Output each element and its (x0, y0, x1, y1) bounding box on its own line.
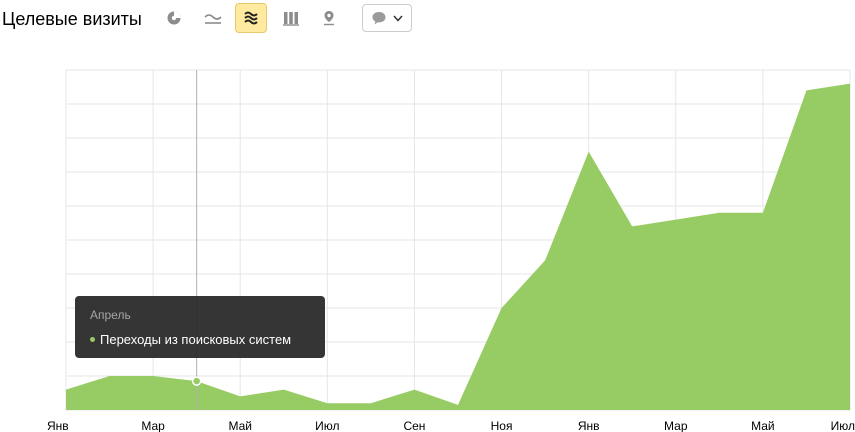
map-toggle[interactable] (313, 3, 345, 33)
tooltip-title: Апрель (90, 308, 131, 322)
tooltip-series-row: Переходы из поисковых систем (90, 332, 310, 348)
series-color-dot (90, 337, 95, 343)
x-tick-label: Мар (141, 419, 165, 432)
area-chart-icon (244, 11, 258, 25)
x-tick-label: Ноя (491, 419, 513, 432)
bar-chart-toggle[interactable] (275, 3, 307, 33)
line-chart-icon (204, 14, 222, 24)
chevron-down-icon (393, 15, 403, 22)
area-chart-toggle[interactable] (235, 3, 267, 33)
pie-chart-icon (167, 11, 181, 25)
comment-icon (372, 12, 386, 25)
header: Целевые визиты (0, 0, 855, 40)
page-title: Целевые визиты (2, 9, 142, 29)
line-chart-toggle[interactable] (197, 3, 229, 33)
x-tick-label: Мар (664, 419, 688, 432)
highlighted-point[interactable] (191, 376, 202, 386)
chart-tooltip: Апрель Переходы из поисковых систем (75, 296, 325, 358)
pie-chart-toggle[interactable] (158, 3, 190, 33)
x-tick-label: Май (228, 419, 252, 432)
x-tick-label: Янв (47, 419, 69, 432)
series-area (66, 83, 850, 410)
x-tick-label: Июл (315, 419, 339, 432)
annotations-dropdown[interactable] (362, 4, 412, 32)
tooltip-series-label: Переходы из поисковых систем (100, 332, 292, 347)
map-pin-icon (324, 11, 334, 26)
x-tick-label: Май (751, 419, 775, 432)
bar-chart-icon (283, 12, 299, 26)
x-tick-label: Июл (831, 419, 855, 432)
x-tick-label: Янв (578, 419, 600, 432)
x-tick-label: Сен (403, 419, 425, 432)
